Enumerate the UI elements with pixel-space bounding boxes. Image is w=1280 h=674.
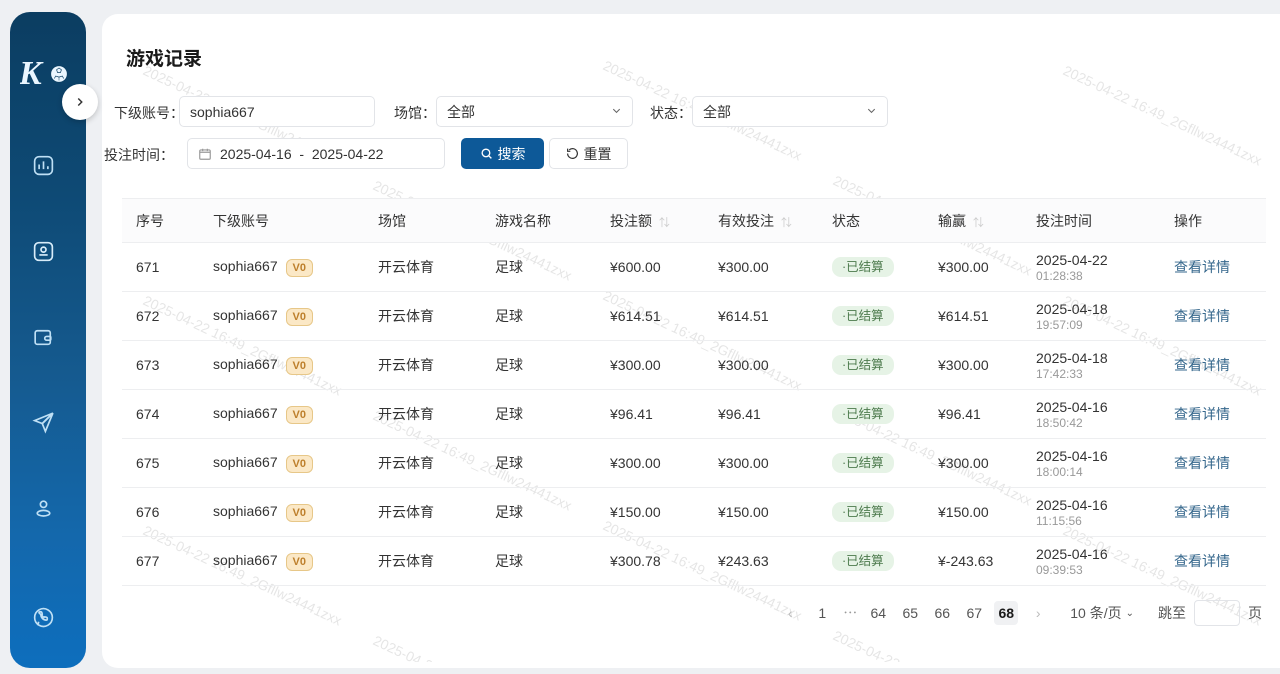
svg-text:K: K [20,55,44,92]
